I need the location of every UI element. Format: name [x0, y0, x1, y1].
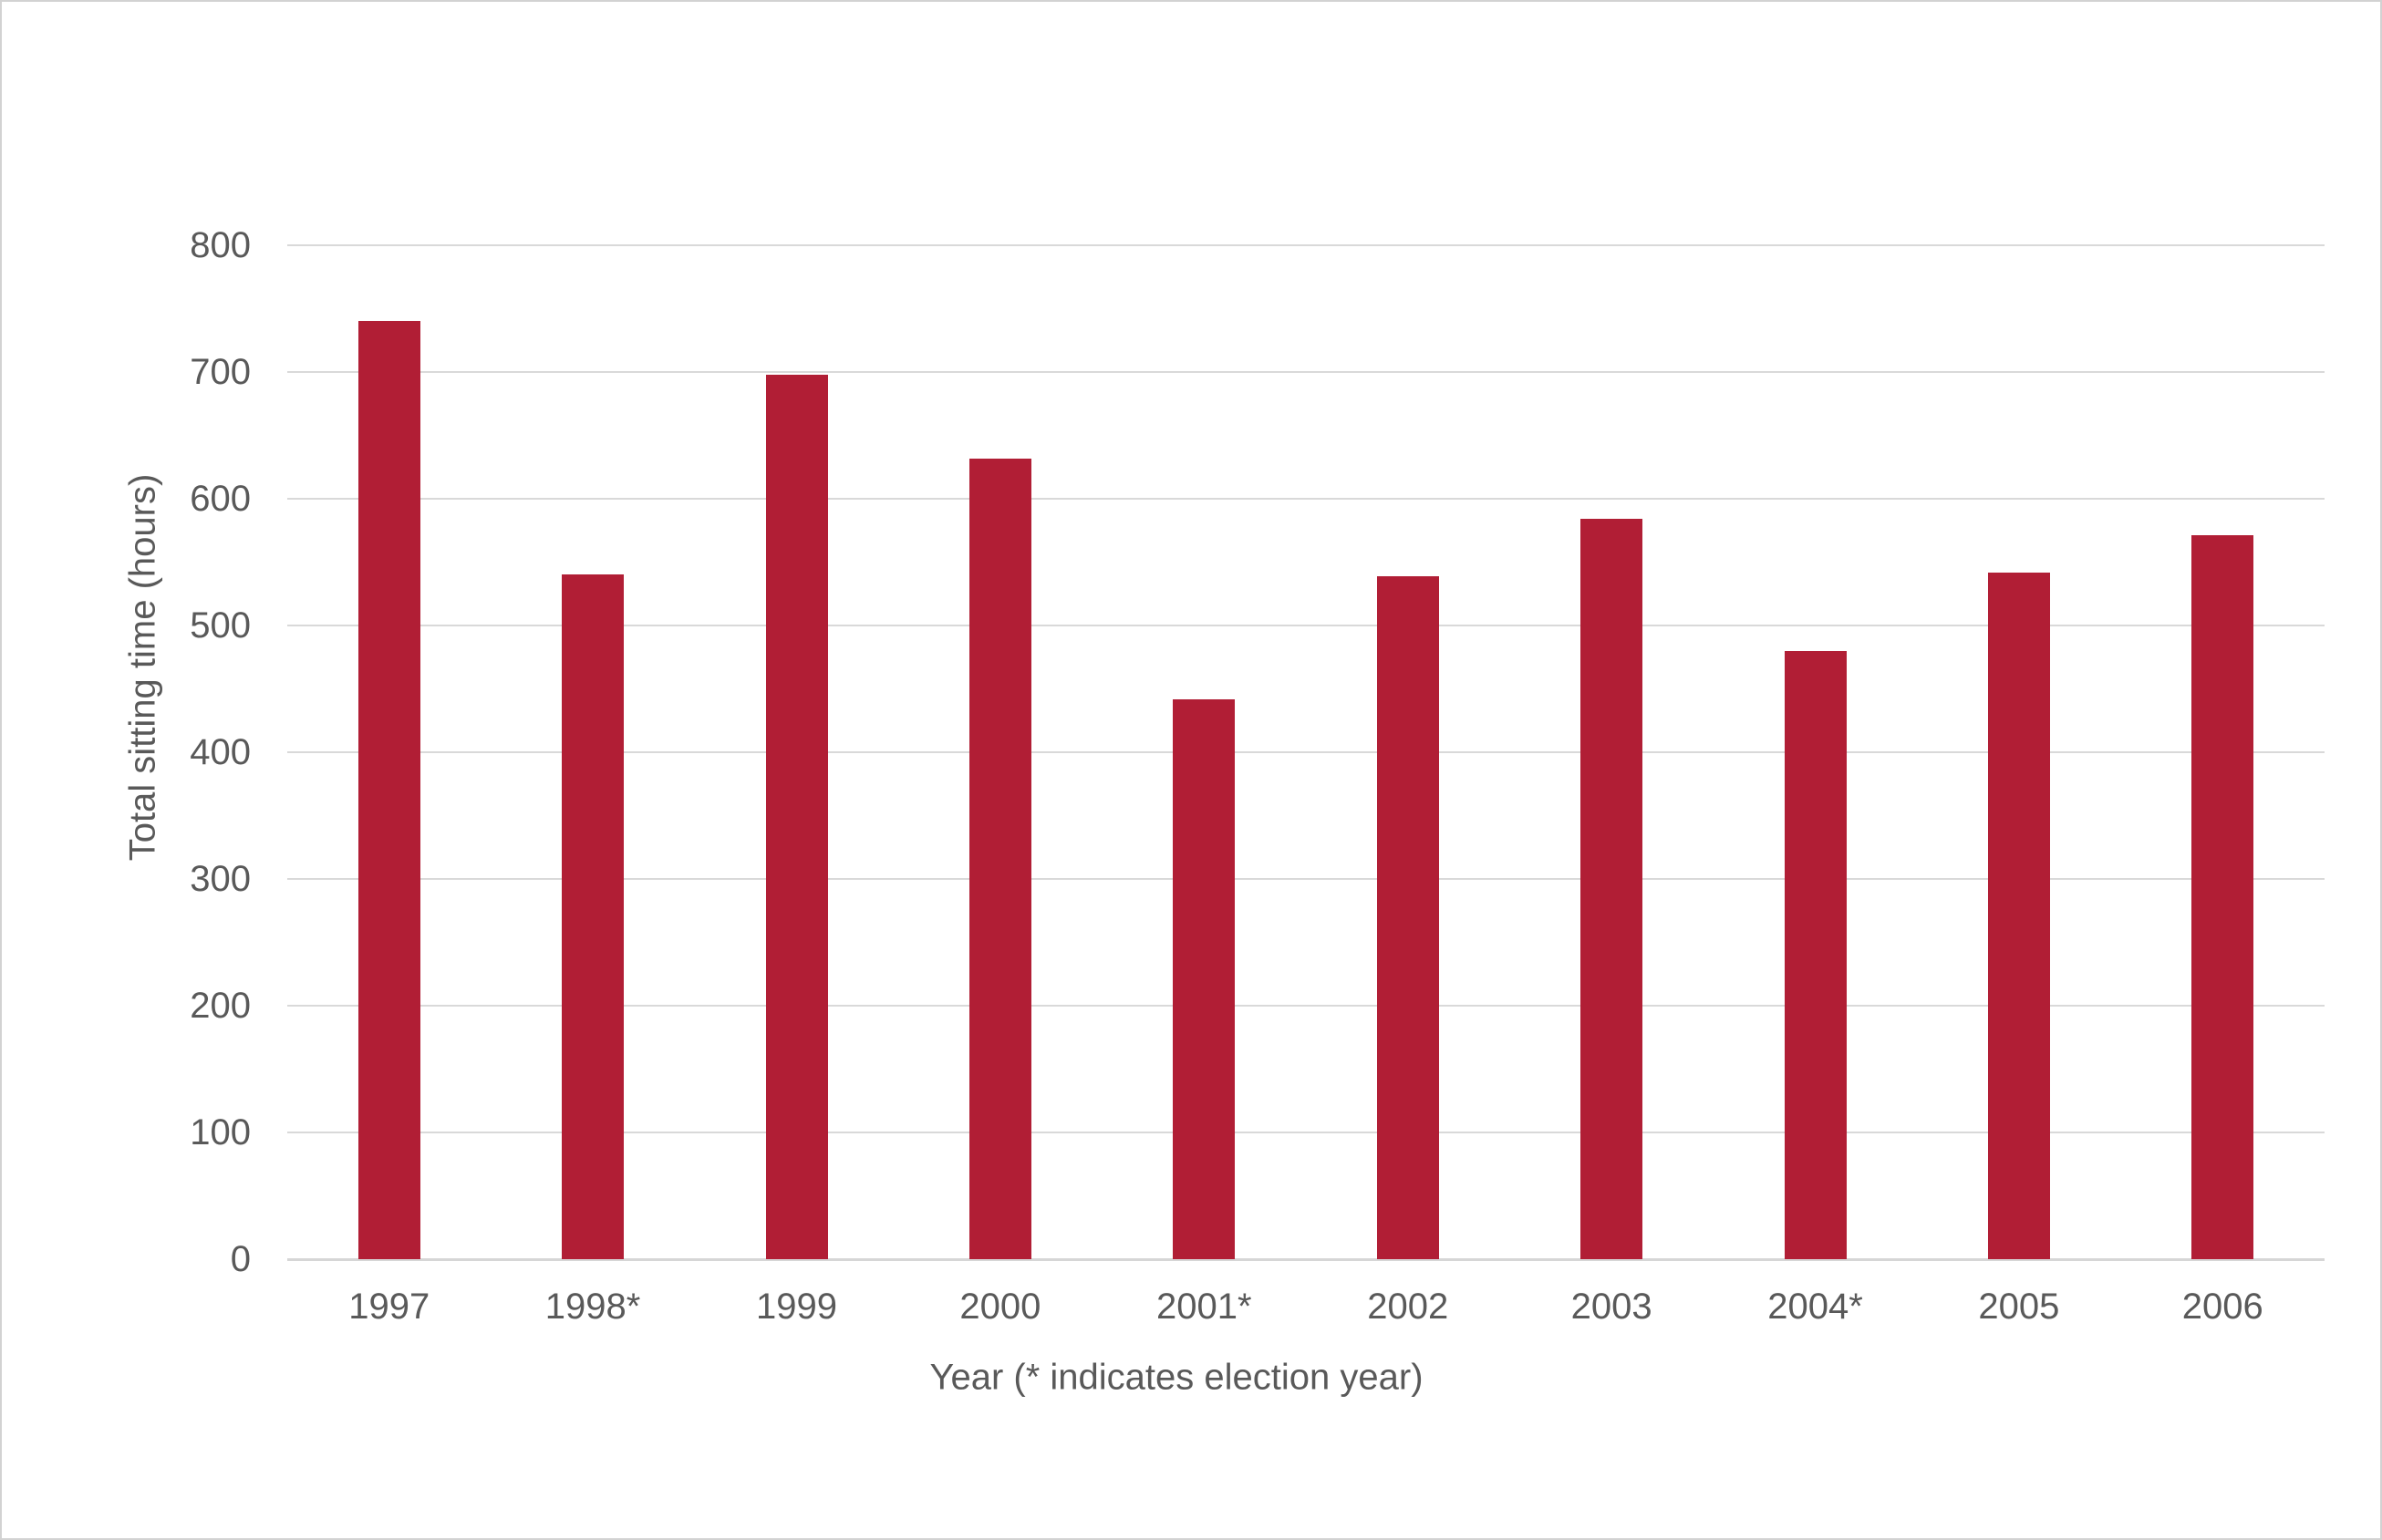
- bar-2004-election: [1784, 650, 1847, 1259]
- y-tick-label-500: 500: [190, 605, 251, 646]
- gridline-200: [287, 1005, 2325, 1007]
- x-tick-label-2000: 2000: [959, 1287, 1041, 1327]
- gridline-400: [287, 751, 2325, 753]
- y-tick-label-100: 100: [190, 1112, 251, 1152]
- y-axis-title: Total sitting time (hours): [122, 473, 163, 862]
- x-axis-title: Year (* indicates election year): [929, 1357, 1424, 1398]
- bar-1998-election: [562, 574, 625, 1259]
- bar-1997: [357, 321, 420, 1259]
- bar-2006: [2191, 535, 2254, 1259]
- x-tick-label-2006: 2006: [2181, 1287, 2263, 1327]
- plot-area: [287, 244, 2325, 1261]
- gridline-500: [287, 625, 2325, 626]
- y-tick-label-200: 200: [190, 986, 251, 1026]
- gridline-600: [287, 498, 2325, 500]
- gridline-700: [287, 371, 2325, 373]
- gridline-100: [287, 1132, 2325, 1133]
- gridline-300: [287, 878, 2325, 880]
- y-tick-label-800: 800: [190, 225, 251, 265]
- y-tick-label-400: 400: [190, 732, 251, 772]
- x-axis-line: [287, 1258, 2325, 1261]
- y-tick-label-300: 300: [190, 859, 251, 899]
- x-tick-label-1997: 1997: [348, 1287, 430, 1327]
- y-tick-label-700: 700: [190, 352, 251, 392]
- y-tick-label-0: 0: [230, 1239, 251, 1279]
- x-tick-label-2001-election: 2001*: [1156, 1287, 1252, 1327]
- bar-2005: [1987, 572, 2050, 1259]
- x-tick-label-2004-election: 2004*: [1767, 1287, 1863, 1327]
- bar-2003: [1580, 519, 1643, 1259]
- x-tick-label-2002: 2002: [1367, 1287, 1449, 1327]
- bar-1999: [765, 374, 828, 1259]
- x-tick-label-2003: 2003: [1570, 1287, 1652, 1327]
- bar-2000: [968, 458, 1031, 1259]
- bar-2001-election: [1173, 698, 1236, 1259]
- y-tick-label-600: 600: [190, 479, 251, 519]
- gridline-800: [287, 244, 2325, 246]
- x-tick-label-1999: 1999: [756, 1287, 837, 1327]
- x-tick-label-1998-election: 1998*: [544, 1287, 641, 1327]
- bar-2002: [1376, 575, 1439, 1259]
- x-tick-label-2005: 2005: [1978, 1287, 2060, 1327]
